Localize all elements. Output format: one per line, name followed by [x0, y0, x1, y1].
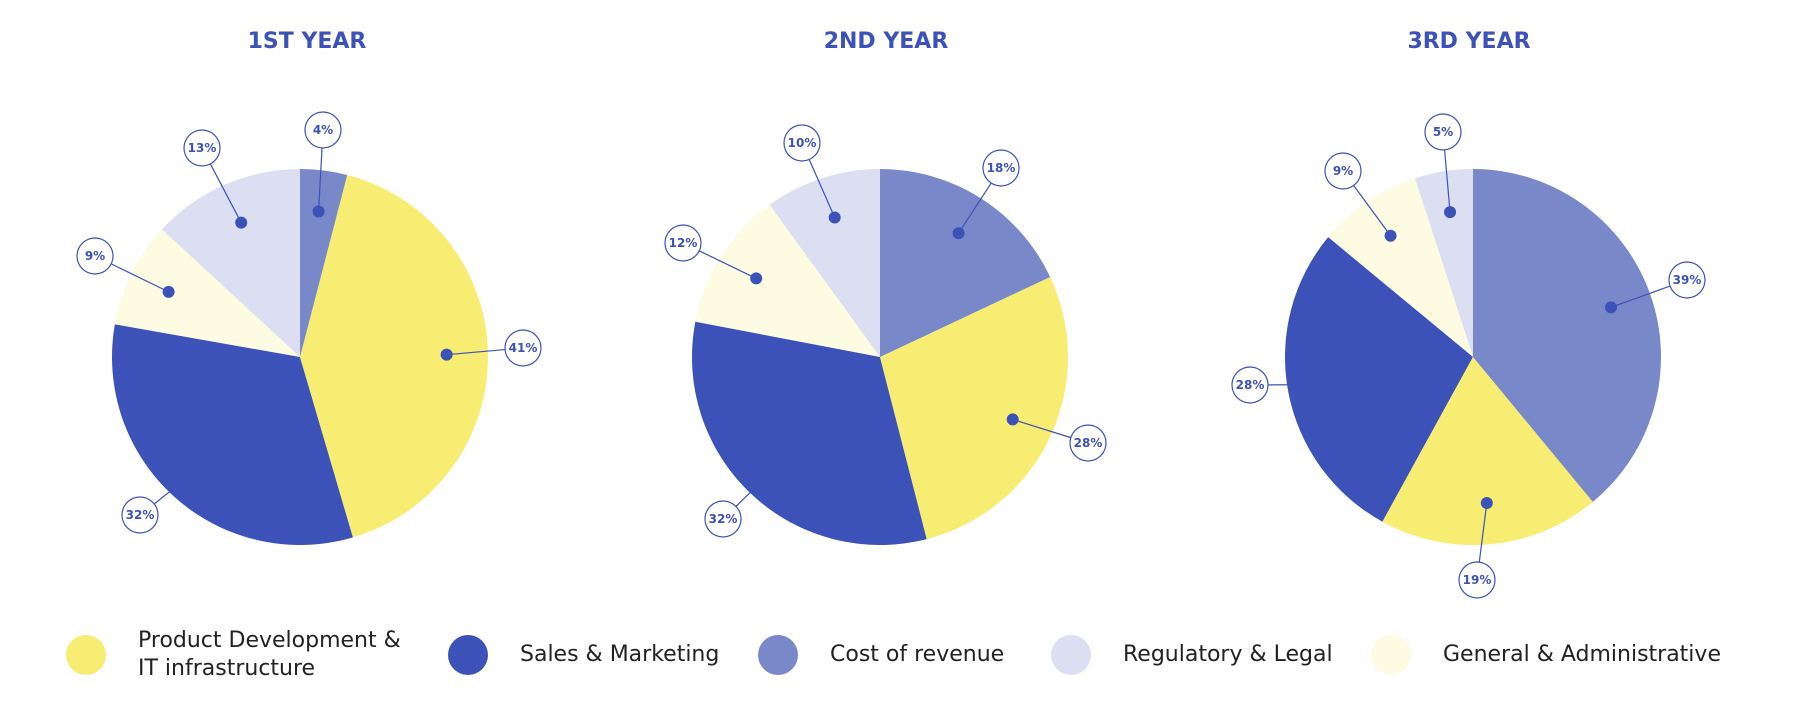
callout-dot — [162, 285, 175, 298]
callout-dot — [952, 227, 965, 240]
pie-chart-year-1: 1ST YEAR 4% 41% 32% 9% 13% — [76, 29, 542, 545]
legend-label: General & Administrative — [1443, 642, 1721, 667]
pie-slice-general-and-administrative — [695, 204, 880, 357]
pie-slice-general-and-administrative — [114, 229, 300, 357]
pie-chart-year-3: 3RD YEAR 39% 19% 28% 9% 5% — [1231, 29, 1706, 599]
legend-item-product-development: Product Development & IT infrastructure — [66, 624, 401, 686]
callout-bubble — [1458, 561, 1496, 599]
pie-slice-product-development-and-it-infrastructure — [300, 175, 488, 538]
legend-label: Cost of revenue — [830, 642, 1005, 667]
pie-slice-regulatory-and-legal — [161, 169, 300, 357]
callout-leader — [317, 147, 323, 212]
callout-bubble — [1424, 113, 1462, 151]
legend-label: Sales & Marketing — [520, 642, 720, 667]
data-label: 12% — [669, 236, 698, 250]
callout-leader — [698, 250, 757, 279]
legend-swatch — [758, 635, 798, 675]
callout-leader — [153, 465, 203, 505]
pie-slice-sales-and-marketing — [692, 321, 927, 545]
chart-title: 3RD YEAR — [1407, 29, 1530, 54]
callout-bubble — [121, 496, 159, 534]
callout-bubble — [183, 129, 221, 167]
pie-slice-regulatory-and-legal — [1414, 169, 1473, 357]
callout-bubble — [1324, 152, 1362, 190]
callout-dot — [196, 460, 209, 473]
data-label: 19% — [1463, 573, 1492, 587]
data-label: 18% — [987, 161, 1016, 175]
callout-dot — [235, 216, 248, 229]
data-label: 9% — [1333, 164, 1353, 178]
callout-leader — [735, 463, 781, 507]
data-label: 9% — [85, 249, 105, 263]
callout-bubble — [1069, 424, 1107, 462]
callout-leader — [1012, 418, 1072, 439]
pie-slice-sales-and-marketing — [1285, 237, 1473, 522]
data-label: 4% — [313, 123, 333, 137]
pie-chart-year-2: 2ND YEAR 18% 28% 32% 12% 10% — [664, 29, 1107, 545]
callout-bubble — [783, 124, 821, 162]
callout-leader — [1610, 285, 1671, 308]
data-label: 28% — [1236, 378, 1265, 392]
data-label: 39% — [1673, 273, 1702, 287]
callout-bubble — [1231, 366, 1269, 404]
legend-swatch — [1051, 635, 1091, 675]
data-label: 41% — [509, 341, 538, 355]
pie-slice-cost-of-revenue — [1473, 169, 1661, 502]
data-label: 5% — [1433, 125, 1453, 139]
callout-bubble — [504, 329, 542, 367]
legend-swatch — [448, 635, 488, 675]
callout-dot — [1006, 413, 1019, 426]
legend: Product Development & IT infrastructure … — [66, 624, 1786, 704]
callout-leader — [1443, 149, 1451, 213]
callout-bubble — [1668, 261, 1706, 299]
callout-leader — [1478, 502, 1488, 563]
callout-bubble — [704, 500, 742, 538]
pie-slice-regulatory-and-legal — [769, 169, 880, 357]
callout-leader — [1353, 185, 1392, 237]
legend-label: Regulatory & Legal — [1123, 642, 1333, 667]
legend-label: Product Development & IT infrastructure — [138, 628, 401, 681]
pie-charts: 1ST YEAR 4% 41% 32% 9% 13% 2ND YEAR 18% 28% 32… — [76, 29, 1706, 599]
legend-item-general-administrative: General & Administrative — [1371, 624, 1721, 686]
data-label: 32% — [126, 508, 155, 522]
callout-dot — [1322, 378, 1335, 391]
chart-title: 2ND YEAR — [824, 29, 949, 54]
pie-slice-cost-of-revenue — [300, 169, 348, 357]
callout-dot — [440, 348, 453, 361]
pie-slice-product-development-and-it-infrastructure — [880, 276, 1068, 540]
data-label: 28% — [1074, 436, 1103, 450]
callout-leader — [110, 263, 169, 293]
callout-dot — [1444, 206, 1457, 219]
callout-leader — [808, 159, 836, 218]
callout-bubble — [76, 237, 114, 275]
legend-swatch — [1371, 635, 1411, 675]
pie-slice-cost-of-revenue — [880, 169, 1051, 357]
data-label: 10% — [788, 136, 817, 150]
callout-dot — [828, 211, 841, 224]
data-label: 32% — [709, 512, 738, 526]
callout-leader — [446, 348, 506, 356]
legend-item-cost-of-revenue: Cost of revenue — [758, 624, 1004, 686]
callout-bubble — [982, 149, 1020, 187]
data-label: 13% — [188, 141, 217, 155]
chart-title: 1ST YEAR — [248, 29, 367, 54]
callout-dot — [312, 205, 325, 218]
callout-dot — [773, 457, 786, 470]
callout-dot — [1480, 496, 1493, 509]
legend-item-regulatory-legal: Regulatory & Legal — [1051, 624, 1333, 686]
callout-dot — [750, 272, 763, 285]
callout-leader — [209, 163, 242, 223]
callout-leader — [958, 182, 992, 234]
pie-slice-general-and-administrative — [1328, 178, 1473, 357]
callout-dot — [1384, 229, 1397, 242]
legend-swatch — [66, 635, 106, 675]
callout-bubble — [304, 111, 342, 149]
legend-item-sales-marketing: Sales & Marketing — [448, 624, 719, 686]
callout-bubble — [664, 224, 702, 262]
pie-slice-product-development-and-it-infrastructure — [1382, 357, 1593, 545]
callout-dot — [1604, 301, 1617, 314]
